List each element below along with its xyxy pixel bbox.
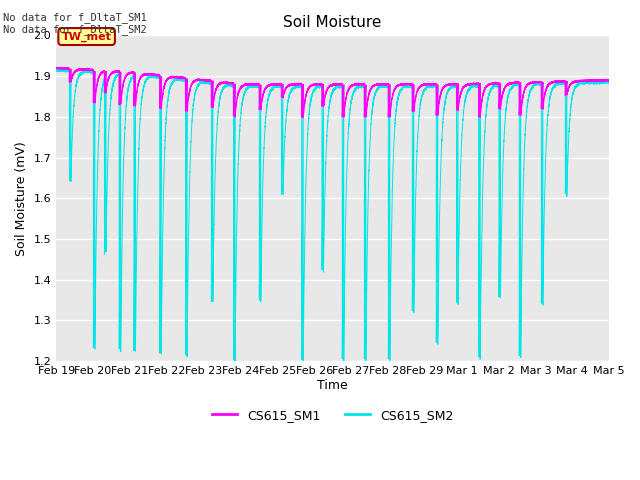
Legend: CS615_SM1, CS615_SM2: CS615_SM1, CS615_SM2 (207, 404, 458, 427)
Title: Soil Moisture: Soil Moisture (284, 15, 382, 30)
Y-axis label: Soil Moisture (mV): Soil Moisture (mV) (15, 141, 28, 256)
Text: TW_met: TW_met (61, 31, 111, 42)
X-axis label: Time: Time (317, 379, 348, 392)
Text: No data for f_DltaT_SM1
No data for f_DltaT_SM2: No data for f_DltaT_SM1 No data for f_Dl… (3, 12, 147, 36)
